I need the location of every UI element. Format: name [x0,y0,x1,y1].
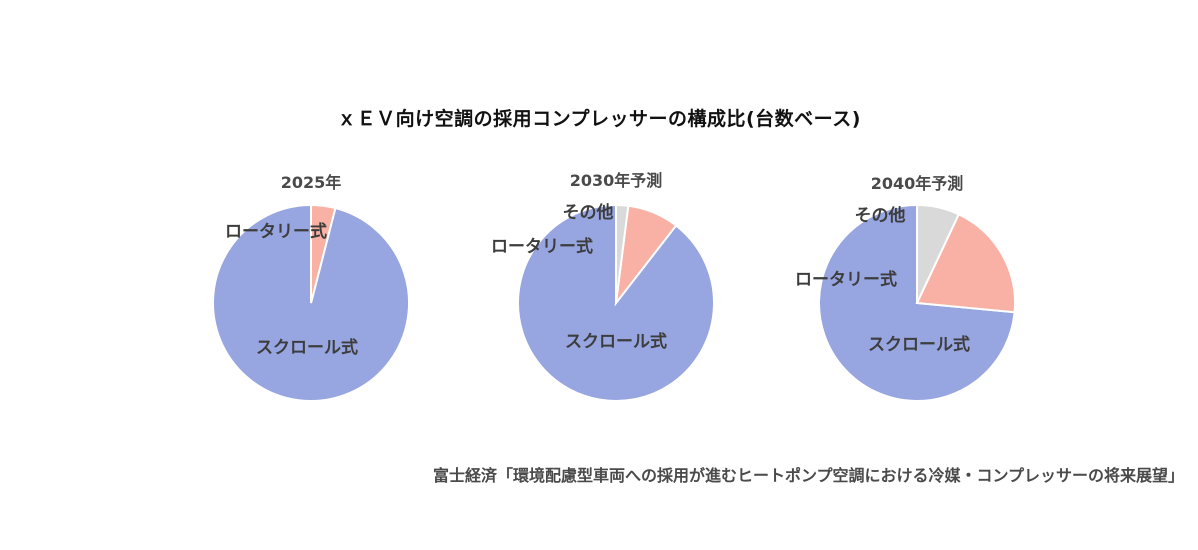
chart-title: 2025年 [281,173,342,192]
chart-title: 2030年予測 [570,171,663,190]
slice-label-scroll: スクロール式 [565,331,667,352]
slice-label-scroll: スクロール式 [868,334,970,355]
slice-label-rotary: ロータリー式 [795,269,897,290]
slice-label-rotary: ロータリー式 [225,221,327,242]
slice-label-other: その他 [563,202,614,223]
slice-label-rotary: ロータリー式 [491,236,593,257]
slice-label-other: その他 [855,205,906,226]
page-title: ｘＥＶ向け空調の採用コンプレッサーの構成比(台数ベース) [337,108,861,130]
pie-slice-scroll [517,203,715,402]
pie-slice-rotary [915,212,1016,314]
pie-slice-other [615,203,630,304]
pie-slice-other [916,203,961,304]
slice-label-scroll: スクロール式 [256,337,358,358]
source-note: 富士経済「環境配慮型車両への採用が進むヒートポンプ空調における冷媒・コンプレッサ… [432,466,1184,485]
pie-slice-rotary [310,203,337,304]
chart-title: 2040年予測 [871,174,964,193]
